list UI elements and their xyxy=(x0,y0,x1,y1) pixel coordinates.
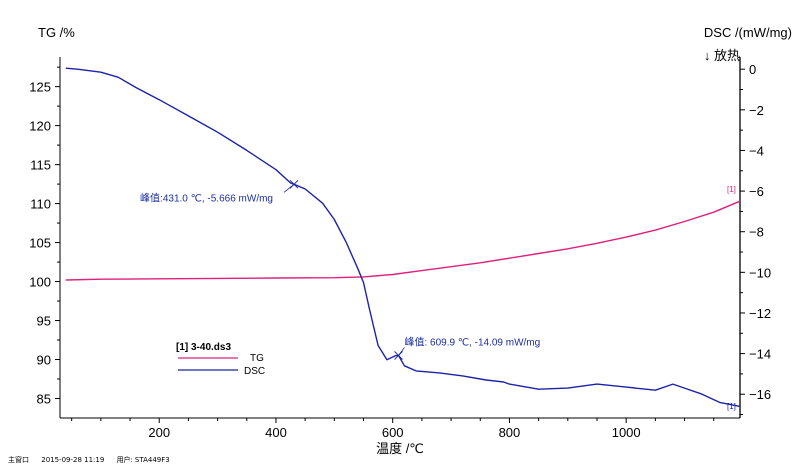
left-tick-label: 95 xyxy=(37,314,51,329)
x-tick-label: 600 xyxy=(382,425,404,440)
footer-user-label: 用户: xyxy=(116,456,133,464)
tg-end-tag: [1] xyxy=(727,185,736,194)
right-tick-label: −2 xyxy=(749,103,764,118)
axis-ticks: 200 400 600 800 1000 85 90 95 100 105 110 115 120 125… xyxy=(29,62,771,440)
legend-file: [1] 3-40.ds3 xyxy=(176,342,231,353)
exotherm-direction-note: ↓ 放热 xyxy=(704,48,740,63)
x-axis-title: 温度 /℃ xyxy=(376,441,424,456)
right-tick-label: −12 xyxy=(749,306,771,321)
dsc-curve xyxy=(65,67,741,408)
legend: [1] 3-40.ds3 TG DSC xyxy=(176,342,265,377)
footer-instrument: STA449F3 xyxy=(134,456,170,464)
footer-datetime: 2015-09-28 11:19 xyxy=(41,456,105,464)
right-tick-label: −10 xyxy=(749,265,771,280)
status-footer: 主窗口 2015-09-28 11:19 用户: STA449F3 xyxy=(8,455,180,465)
curves xyxy=(65,67,741,408)
tg-curve xyxy=(65,200,741,281)
peak-annotation-label: 峰值:431.0 ℃, -5.666 mW/mg xyxy=(140,191,273,204)
right-axis-title: DSC /(mW/mg) xyxy=(704,25,792,40)
legend-tg-label: TG xyxy=(250,353,264,364)
right-tick-label: −4 xyxy=(749,143,764,158)
left-tick-label: 85 xyxy=(37,392,51,407)
x-tick-label: 200 xyxy=(148,425,170,440)
x-tick-label: 400 xyxy=(265,425,287,440)
peak-annotation-label: 峰值: 609.9 ℃, -14.09 mW/mg xyxy=(404,335,540,348)
right-tick-label: −14 xyxy=(749,347,771,362)
left-tick-label: 105 xyxy=(29,236,51,251)
left-tick-label: 90 xyxy=(37,353,51,368)
left-axis-title: TG /% xyxy=(38,25,75,40)
x-tick-label: 1000 xyxy=(612,425,641,440)
left-tick-label: 125 xyxy=(29,80,51,95)
dsc-end-tag: [1] xyxy=(727,402,736,411)
annotation-leader xyxy=(283,183,295,193)
annotation-leader xyxy=(398,347,405,356)
legend-dsc-label: DSC xyxy=(244,366,265,377)
right-tick-label: 0 xyxy=(749,62,756,77)
x-tick-label: 800 xyxy=(499,425,521,440)
left-tick-label: 115 xyxy=(30,158,51,173)
annotations: 峰值:431.0 ℃, -5.666 mW/mg 峰值: 609.9 ℃, -14… xyxy=(140,179,540,360)
footer-app: 主窗口 xyxy=(8,456,29,464)
right-tick-label: −16 xyxy=(749,387,771,402)
left-tick-label: 120 xyxy=(29,119,51,134)
left-tick-label: 110 xyxy=(30,197,51,212)
right-tick-label: −6 xyxy=(749,184,764,199)
right-tick-label: −8 xyxy=(749,225,764,240)
left-tick-label: 100 xyxy=(29,275,51,290)
